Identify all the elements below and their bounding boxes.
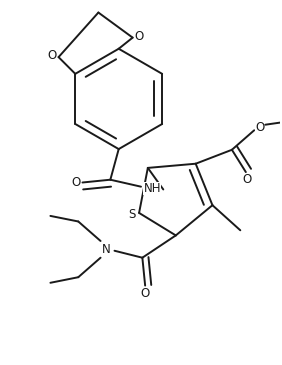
Text: O: O: [134, 30, 143, 43]
Text: O: O: [48, 49, 57, 62]
Text: NH: NH: [143, 181, 161, 195]
Text: S: S: [128, 208, 136, 221]
Text: O: O: [255, 121, 265, 134]
Text: O: O: [140, 287, 150, 300]
Text: O: O: [71, 176, 80, 189]
Text: O: O: [243, 173, 252, 185]
Text: N: N: [102, 243, 111, 256]
